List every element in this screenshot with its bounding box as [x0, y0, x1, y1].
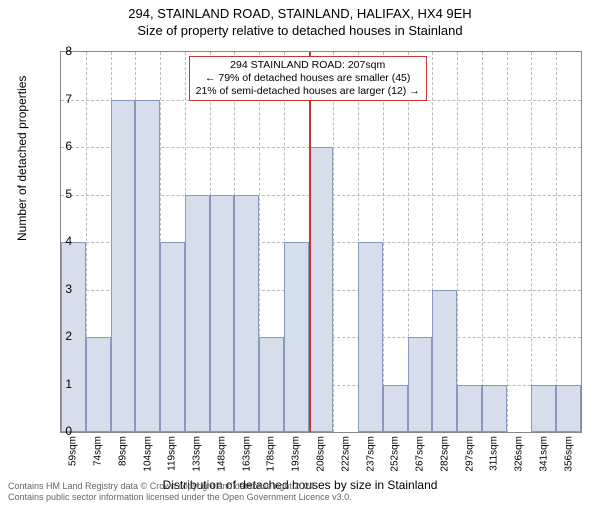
histogram-bar	[259, 337, 284, 432]
histogram-bar	[160, 242, 185, 432]
gridline-v	[531, 52, 532, 432]
xtick-label: 193sqm	[291, 436, 302, 472]
gridline-v	[333, 52, 334, 432]
histogram-bar	[234, 195, 259, 433]
histogram-bar	[309, 147, 334, 432]
histogram-bar	[482, 385, 507, 433]
histogram-bar	[135, 100, 160, 433]
y-axis-label: Number of detached properties	[15, 76, 29, 241]
ytick-label: 3	[52, 282, 72, 296]
xtick-label: 297sqm	[464, 436, 475, 472]
xtick-label: 104sqm	[142, 436, 153, 472]
xtick-label: 237sqm	[365, 436, 376, 472]
xtick-label: 208sqm	[316, 436, 327, 472]
ytick-label: 2	[52, 329, 72, 343]
property-annotation: 294 STAINLAND ROAD: 207sqm← 79% of detac…	[189, 56, 427, 101]
plot-area: 59sqm74sqm89sqm104sqm119sqm133sqm148sqm1…	[60, 51, 582, 433]
histogram-bar	[432, 290, 457, 433]
xtick-label: 326sqm	[514, 436, 525, 472]
ytick-label: 8	[52, 44, 72, 58]
xtick-label: 341sqm	[538, 436, 549, 472]
histogram-bar	[358, 242, 383, 432]
annotation-line2: ← 79% of detached houses are smaller (45…	[196, 72, 420, 85]
xtick-label: 222sqm	[340, 436, 351, 472]
title-line2: Size of property relative to detached ho…	[0, 23, 600, 38]
gridline-v	[507, 52, 508, 432]
xtick-label: 133sqm	[192, 436, 203, 472]
ytick-label: 6	[52, 139, 72, 153]
xtick-label: 59sqm	[68, 436, 79, 466]
xtick-label: 356sqm	[563, 436, 574, 472]
chart-area: 59sqm74sqm89sqm104sqm119sqm133sqm148sqm1…	[60, 51, 580, 431]
histogram-bar	[86, 337, 111, 432]
xtick-label: 89sqm	[117, 436, 128, 466]
histogram-bar	[383, 385, 408, 433]
xtick-label: 252sqm	[390, 436, 401, 472]
gridline-v	[482, 52, 483, 432]
histogram-bar	[556, 385, 581, 433]
gridline-v	[457, 52, 458, 432]
xtick-label: 119sqm	[167, 436, 178, 471]
ytick-label: 1	[52, 377, 72, 391]
xtick-label: 163sqm	[241, 436, 252, 472]
xtick-label: 178sqm	[266, 436, 277, 472]
histogram-bar	[408, 337, 433, 432]
histogram-bar	[185, 195, 210, 433]
histogram-bar	[531, 385, 556, 433]
footer-line2: Contains public sector information licen…	[8, 492, 592, 503]
xtick-label: 148sqm	[216, 436, 227, 472]
gridline-v	[556, 52, 557, 432]
xtick-label: 282sqm	[439, 436, 450, 472]
annotation-line1: 294 STAINLAND ROAD: 207sqm	[196, 59, 420, 72]
annotation-line3: 21% of semi-detached houses are larger (…	[196, 85, 420, 98]
gridline-v	[383, 52, 384, 432]
title-line1: 294, STAINLAND ROAD, STAINLAND, HALIFAX,…	[0, 6, 600, 21]
property-marker-line	[309, 52, 311, 432]
ytick-label: 4	[52, 234, 72, 248]
histogram-bar	[457, 385, 482, 433]
footer-line1: Contains HM Land Registry data © Crown c…	[8, 481, 592, 492]
ytick-label: 7	[52, 92, 72, 106]
ytick-label: 0	[52, 424, 72, 438]
histogram-bar	[210, 195, 235, 433]
histogram-bar	[284, 242, 309, 432]
histogram-bar	[111, 100, 136, 433]
xtick-label: 267sqm	[415, 436, 426, 472]
xtick-label: 311sqm	[489, 436, 500, 471]
ytick-label: 5	[52, 187, 72, 201]
xtick-label: 74sqm	[93, 436, 104, 466]
